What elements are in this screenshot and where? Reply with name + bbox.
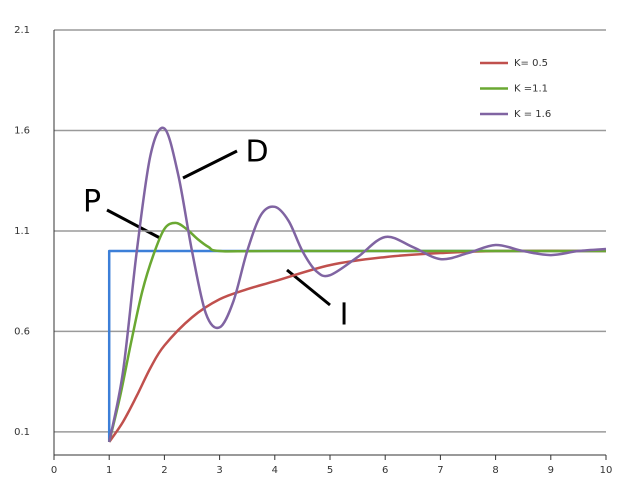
series-line [107,221,606,443]
x-tick-label: 3 [216,465,222,476]
x-tick-label: 0 [51,465,57,476]
x-tick-label: 9 [548,465,554,476]
x-tick-label: 4 [272,465,278,476]
y-tick-label: 1.6 [14,125,30,136]
x-tick-label: 2 [161,465,167,476]
x-tick-label: 8 [492,465,498,476]
annotation: I [340,298,349,333]
x-tick-label: 6 [382,465,388,476]
x-tick-label: 5 [327,465,333,476]
legend-label: K= 0.5 [514,58,548,69]
y-tick-label: 0.1 [14,427,30,438]
y-tick-label: 1.1 [14,226,30,237]
series-line [107,249,606,442]
annotation: P [83,185,101,220]
y-tick-label: 0.6 [14,326,30,337]
leader-line [182,149,238,180]
series-line [108,249,607,443]
legend-label: K =1.1 [514,84,548,95]
x-tick-label: 7 [437,465,443,476]
annotation: D [245,135,268,170]
x-tick-label: 1 [106,465,112,476]
y-tick-label: 2.1 [14,25,30,36]
legend-label: K = 1.6 [514,109,551,120]
leader-line [106,208,161,240]
x-tick-label: 10 [600,465,613,476]
series-line [107,126,607,443]
